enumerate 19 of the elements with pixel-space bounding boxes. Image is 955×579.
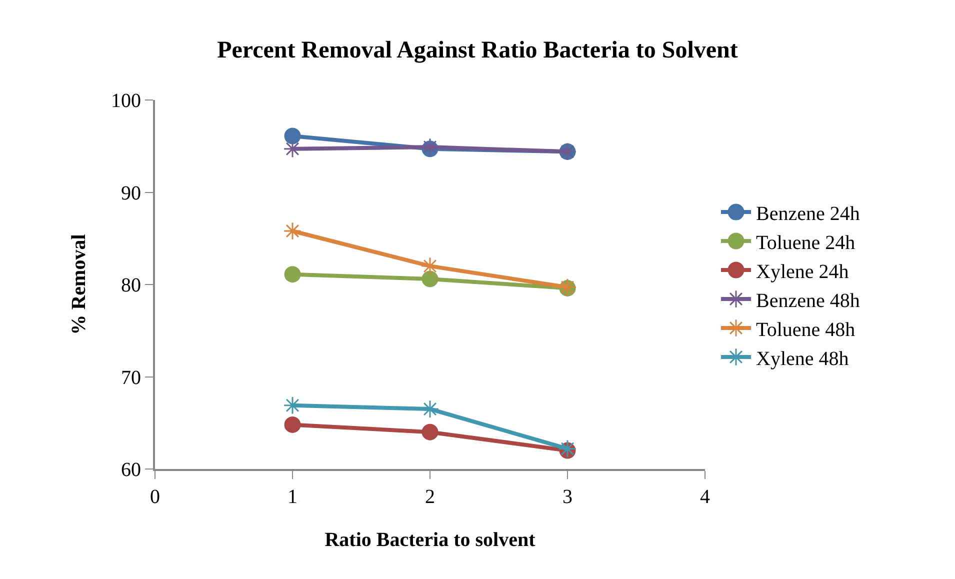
legend-label: Benzene 48h <box>756 290 860 312</box>
chart-title: Percent Removal Against Ratio Bacteria to Solvent <box>217 37 738 64</box>
legend-label: Toluene 48h <box>756 318 856 341</box>
y-axis-title: % Removal <box>68 234 90 335</box>
y-tick-label: 100 <box>111 90 141 112</box>
x-tick-label: 3 <box>562 486 572 508</box>
legend-label: Toluene 24h <box>756 232 856 254</box>
x-tick-label: 0 <box>150 486 160 508</box>
legend-label: Xylene 24h <box>756 260 849 283</box>
x-tick-label: 1 <box>288 486 298 508</box>
x-tick-label: 2 <box>425 486 435 508</box>
legend-label: Benzene 24h <box>756 202 860 225</box>
y-tick-label: 60 <box>121 459 141 481</box>
y-tick-label: 90 <box>121 182 141 204</box>
y-tick-label: 80 <box>121 274 141 296</box>
legend-label: Xylene 48h <box>756 348 849 370</box>
y-tick-label: 70 <box>121 366 141 389</box>
x-tick-label: 4 <box>700 486 710 508</box>
x-axis-title: Ratio Bacteria to solvent <box>324 529 536 551</box>
